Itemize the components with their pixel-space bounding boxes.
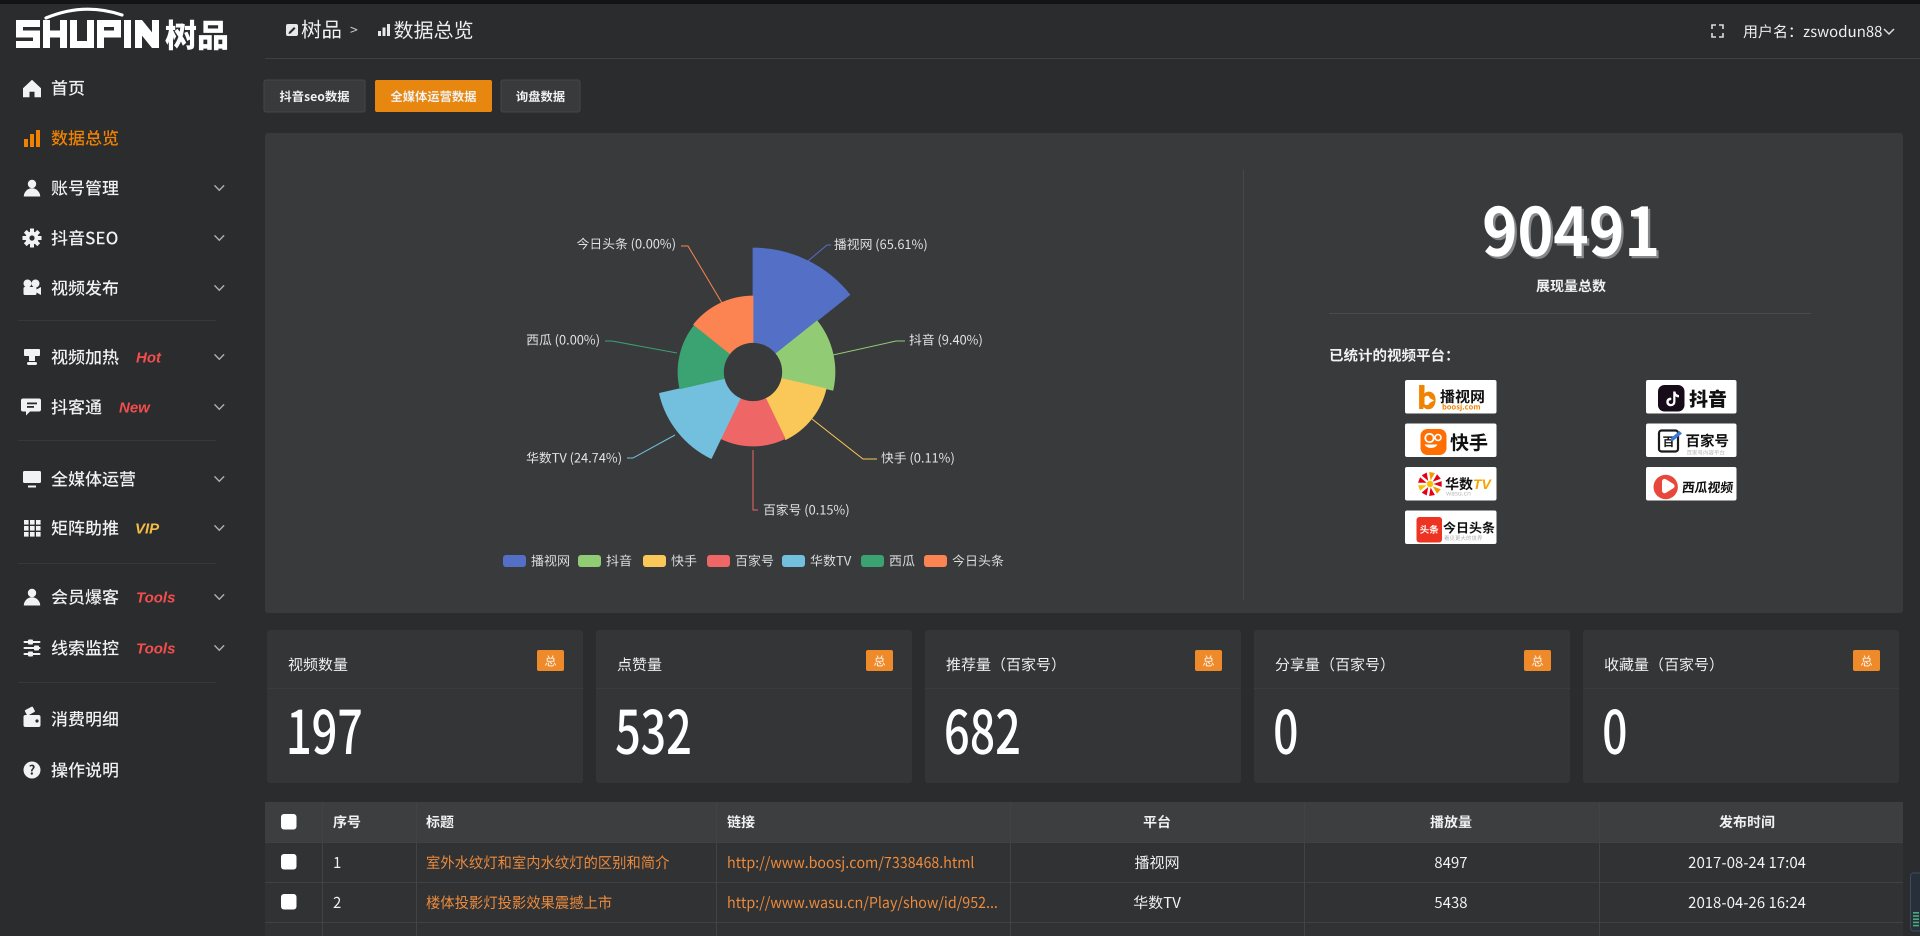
- svg-text:Tools: Tools: [136, 590, 175, 607]
- svg-text:New: New: [119, 400, 151, 417]
- svg-text:VIP: VIP: [135, 521, 160, 538]
- svg-text:TV: TV: [1473, 476, 1493, 492]
- svg-text:Tools: Tools: [136, 641, 175, 658]
- svg-text:Hot: Hot: [136, 350, 162, 367]
